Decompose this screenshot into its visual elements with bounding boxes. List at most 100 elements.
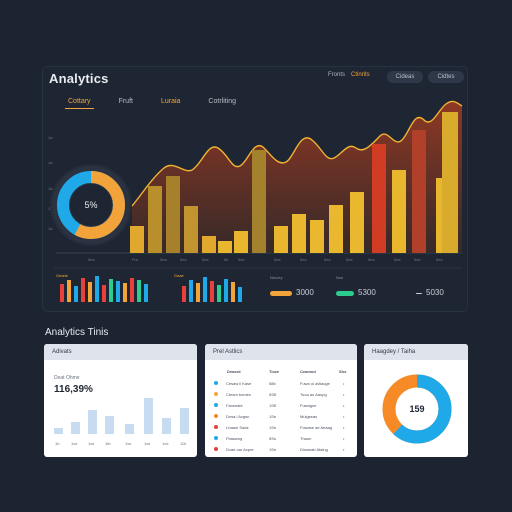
donut2-svg <box>382 374 452 444</box>
x-tick: Fre <box>132 257 139 262</box>
bar[interactable] <box>252 150 266 253</box>
section-title: Analytics Tinis <box>45 327 109 338</box>
table-row[interactable]: Fbaswng <box>214 434 242 442</box>
table-header: Tioze <box>269 369 280 374</box>
table-header: Ceamod <box>300 369 316 374</box>
x-tick: 5ee <box>414 257 421 262</box>
mini-bar <box>109 279 113 302</box>
bar[interactable] <box>372 144 386 253</box>
table-header: Deasrd <box>227 369 241 374</box>
stat-bar-green <box>336 291 354 296</box>
bar[interactable] <box>148 186 162 253</box>
bar <box>125 424 134 434</box>
row-description: Fuwagne <box>300 403 317 408</box>
mini-bar <box>60 284 64 302</box>
bar[interactable] <box>218 241 232 253</box>
y-tick: 1a <box>48 186 53 191</box>
mini-bar-chart-2 <box>182 277 242 302</box>
row-number: 1SE <box>269 403 277 408</box>
row-name: Fanceate <box>226 402 243 408</box>
x-tick: 5ee <box>300 257 307 262</box>
table-row[interactable]: Fanceate <box>214 401 243 409</box>
bar[interactable] <box>412 130 426 253</box>
mini-bar <box>130 278 134 302</box>
x-tick: 1b <box>55 441 60 446</box>
row-indicator: • <box>343 403 345 408</box>
row-name: Cesaw il Kase <box>226 380 252 386</box>
x-tick: 5ee <box>436 257 443 262</box>
pill-button-cidtes[interactable]: Cidtes <box>428 71 464 83</box>
bar[interactable] <box>274 226 288 253</box>
row-number: 5Ss <box>269 436 276 441</box>
table-row[interactable]: Dvae oar Acpre <box>214 445 254 453</box>
table-row[interactable]: Drwa l Acgsn <box>214 412 249 420</box>
bar[interactable] <box>234 231 248 253</box>
analytics-panel: Analytics Fronts Ctinrits Cideas Cidtes … <box>42 66 468 312</box>
mini-bar <box>67 280 71 302</box>
card-analytics-table: Prel Astlics Deasrd Tioze Ceamod Shs Ces… <box>205 344 357 457</box>
x-axis-ticks: 5ee Fre 5ea 5ee 5ee 5e 5ee 5ee 5ee 5ee 5… <box>88 257 443 262</box>
table-row[interactable]: Cteam bomes <box>214 390 251 398</box>
main-chart: 1a 1a 1a 1a 1a <box>48 100 463 302</box>
pill-button-cideas[interactable]: Cideas <box>387 71 423 83</box>
mini-bar <box>74 286 78 302</box>
row-name: Cteam bomes <box>226 391 251 397</box>
donut-chart-2: 159 <box>381 373 453 445</box>
bar[interactable] <box>392 170 406 253</box>
row-name: Fbaswng <box>226 435 243 441</box>
donut-svg <box>57 171 125 239</box>
table-row[interactable]: Cesaw il Kase <box>214 379 251 387</box>
x-tick: 5ee <box>394 257 401 262</box>
bar[interactable] <box>184 206 198 253</box>
row-description: Dlnweab Afaing <box>300 447 328 452</box>
table-header: Shs <box>339 369 347 374</box>
bar-series <box>130 112 458 253</box>
row-indicator: • <box>343 447 345 452</box>
stat-label: Nce <box>336 275 344 280</box>
bar[interactable] <box>166 176 180 253</box>
status-dot-icon <box>214 414 218 418</box>
card-title: Prel Astlics <box>205 344 357 360</box>
x-tick: 5ee <box>180 257 187 262</box>
card-label: Deat Ohme <box>54 375 80 381</box>
bar[interactable] <box>350 192 364 253</box>
tab-fruft[interactable]: Fruft <box>118 98 133 105</box>
status-dot-icon <box>214 381 218 385</box>
card-bar-chart: 1b 1ve 1ve 1tb 1ve 1ve 1dx 11b <box>54 398 189 446</box>
stat-label: Nmcey <box>270 275 283 280</box>
row-description: Mulgseas <box>300 414 318 419</box>
y-tick: 1a <box>48 206 53 211</box>
row-indicator: • <box>343 414 345 419</box>
bar <box>180 408 189 434</box>
bar[interactable] <box>202 236 216 253</box>
row-number: 1Se <box>269 425 277 430</box>
status-dot-icon <box>214 392 218 396</box>
header-link-ctinrits[interactable]: Ctinrits <box>351 72 370 78</box>
row-name: Lhaam Sads <box>226 424 249 430</box>
bar[interactable] <box>329 205 343 253</box>
tab-bar: Cottary Fruft Luraia Cotrliting <box>65 98 264 109</box>
x-tick: 5ee <box>274 257 281 262</box>
y-tick: 1a <box>48 160 53 165</box>
tab-luraia[interactable]: Luraia <box>160 98 181 105</box>
tab-cottary[interactable]: Cottary <box>65 98 94 109</box>
mini-bar <box>217 285 221 302</box>
page-title: Analytics <box>49 71 109 86</box>
row-description: Fowase ae Aeaag <box>300 425 333 430</box>
row-indicator: • <box>343 392 345 397</box>
stat-value: 5030 <box>426 288 444 297</box>
mini-bar <box>182 286 186 302</box>
x-tick: 1ve <box>88 441 95 446</box>
y-axis-ticks: 1a 1a 1a 1a 1a <box>48 135 53 231</box>
row-number: 1Se <box>269 414 277 419</box>
status-dot-icon <box>214 403 218 407</box>
bar[interactable] <box>442 112 458 253</box>
mini-chart-label: Geade <box>56 273 69 278</box>
tab-cotrliting[interactable]: Cotrliting <box>208 98 237 105</box>
header-link-fronts[interactable]: Fronts <box>328 72 346 78</box>
bar[interactable] <box>292 214 306 253</box>
table-row[interactable]: Lhaam Sads <box>214 423 248 431</box>
bar[interactable] <box>310 220 324 253</box>
card-donut: Haagdey / Taiha 159 <box>364 344 468 457</box>
bar[interactable] <box>130 226 144 253</box>
